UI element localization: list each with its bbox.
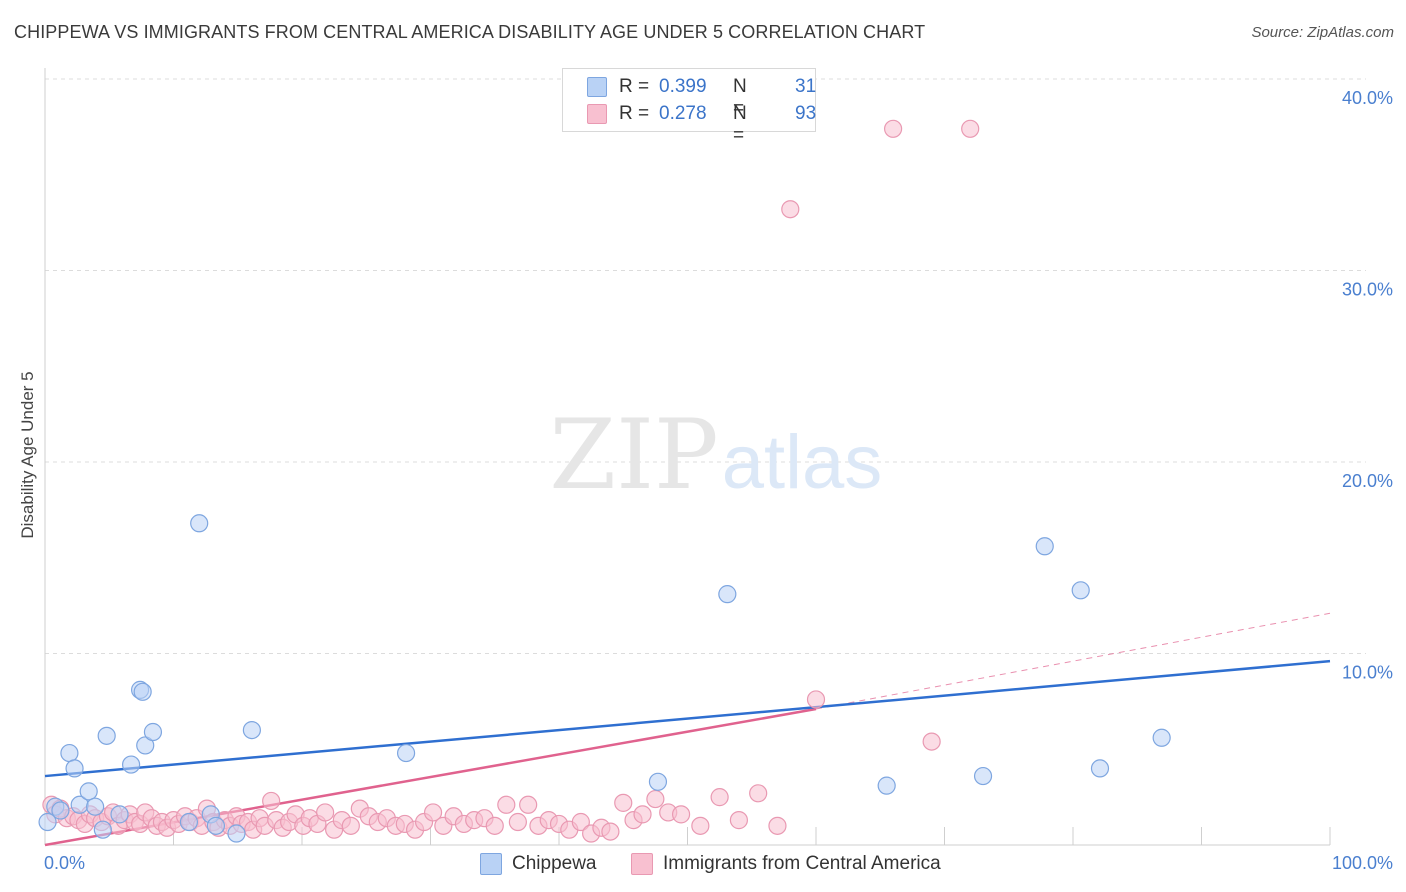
central-swatch: [587, 104, 607, 124]
chippewa-r-value: 0.399: [659, 76, 707, 97]
central-america-point: [768, 816, 787, 835]
central-america-point: [729, 811, 749, 830]
central-america-point: [961, 119, 980, 138]
central-america-point: [691, 816, 710, 835]
central-america-point: [646, 789, 665, 809]
central-n-value: 93: [795, 103, 817, 124]
x-tick-label: 100.0%: [1332, 853, 1393, 873]
chippewa-point: [1152, 728, 1171, 747]
n-label: N =: [733, 76, 747, 119]
y-tick-labels: 10.0% 20.0% 30.0% 40.0%: [1342, 88, 1393, 683]
legend-swatch-chippewa: [480, 853, 502, 875]
chippewa-point: [60, 743, 79, 763]
chippewa-point: [133, 682, 152, 701]
chippewa-trend-line: [44, 659, 1331, 778]
chippewa-point: [136, 736, 155, 755]
stats-legend: R = 0.399 N = 31 R = 0.278 N = 93: [562, 68, 817, 146]
central-america-point: [341, 816, 360, 835]
chippewa-point: [110, 805, 129, 824]
chippewa-point: [242, 720, 261, 740]
source-label: Source: ZipAtlas.com: [1251, 24, 1394, 41]
chippewa-point: [227, 824, 246, 843]
central-america-point: [316, 803, 335, 822]
watermark-atlas: atlas: [722, 420, 883, 505]
legend-label-chippewa: Chippewa: [512, 853, 597, 874]
central-america-point: [781, 200, 800, 219]
central-r-value: 0.278: [659, 103, 707, 124]
chippewa-n-value: 31: [795, 76, 817, 97]
central-america-point: [508, 812, 527, 832]
central-america-point: [710, 788, 729, 807]
watermark-zip: ZIP: [549, 399, 718, 511]
x-tick-label: 0.0%: [44, 853, 85, 873]
y-tick-label: 20.0%: [1342, 471, 1393, 491]
chippewa-point: [1071, 581, 1090, 600]
chippewa-point: [86, 797, 105, 816]
r-label: R =: [619, 76, 650, 97]
chart-title: CHIPPEWA VS IMMIGRANTS FROM CENTRAL AMER…: [14, 22, 926, 42]
r-label: R =: [619, 103, 650, 124]
legend-label-central: Immigrants from Central America: [663, 853, 941, 874]
central-america-point: [614, 793, 633, 812]
chippewa-point: [718, 585, 737, 604]
chippewa-point: [121, 755, 141, 774]
chippewa-point: [973, 766, 993, 786]
central-america-point: [922, 732, 941, 751]
chippewa-point: [51, 801, 70, 820]
chippewa-swatch: [587, 77, 607, 97]
y-tick-label: 10.0%: [1342, 663, 1393, 683]
chippewa-point: [38, 812, 57, 832]
legend-swatch-central: [631, 853, 653, 875]
chippewa-point: [143, 722, 163, 742]
chippewa-point: [93, 820, 112, 839]
y-tick-label: 30.0%: [1342, 280, 1393, 300]
central-america-point: [571, 812, 590, 832]
chippewa-point: [179, 812, 199, 832]
central-america-point: [749, 784, 768, 803]
central-america-point: [883, 119, 903, 138]
chippewa-point: [65, 759, 84, 778]
chippewa-point: [648, 772, 668, 791]
watermark: ZIP atlas: [549, 399, 882, 511]
central-america-point: [485, 816, 504, 835]
chippewa-point: [877, 776, 896, 795]
central-america-point: [497, 795, 516, 814]
chippewa-point: [396, 743, 416, 763]
central-america-point: [519, 795, 538, 814]
y-tick-label: 40.0%: [1342, 88, 1393, 108]
chippewa-point: [1035, 537, 1054, 556]
central-america-point: [601, 822, 620, 841]
central-america-point: [806, 690, 826, 709]
central-america-point: [671, 805, 691, 824]
central-america-point: [423, 803, 443, 822]
chippewa-point: [190, 514, 209, 533]
chippewa-points: [38, 514, 1171, 843]
central-america-point: [633, 805, 652, 824]
chippewa-point: [1090, 759, 1110, 778]
central-america-trend-extension: [815, 612, 1331, 710]
x-tick-labels: 0.0% 100.0%: [44, 853, 1393, 873]
n-label: N =: [733, 103, 747, 146]
central-america-point: [262, 791, 281, 811]
chippewa-point: [97, 726, 116, 745]
chippewa-point: [79, 782, 98, 801]
chippewa-point: [206, 816, 226, 835]
